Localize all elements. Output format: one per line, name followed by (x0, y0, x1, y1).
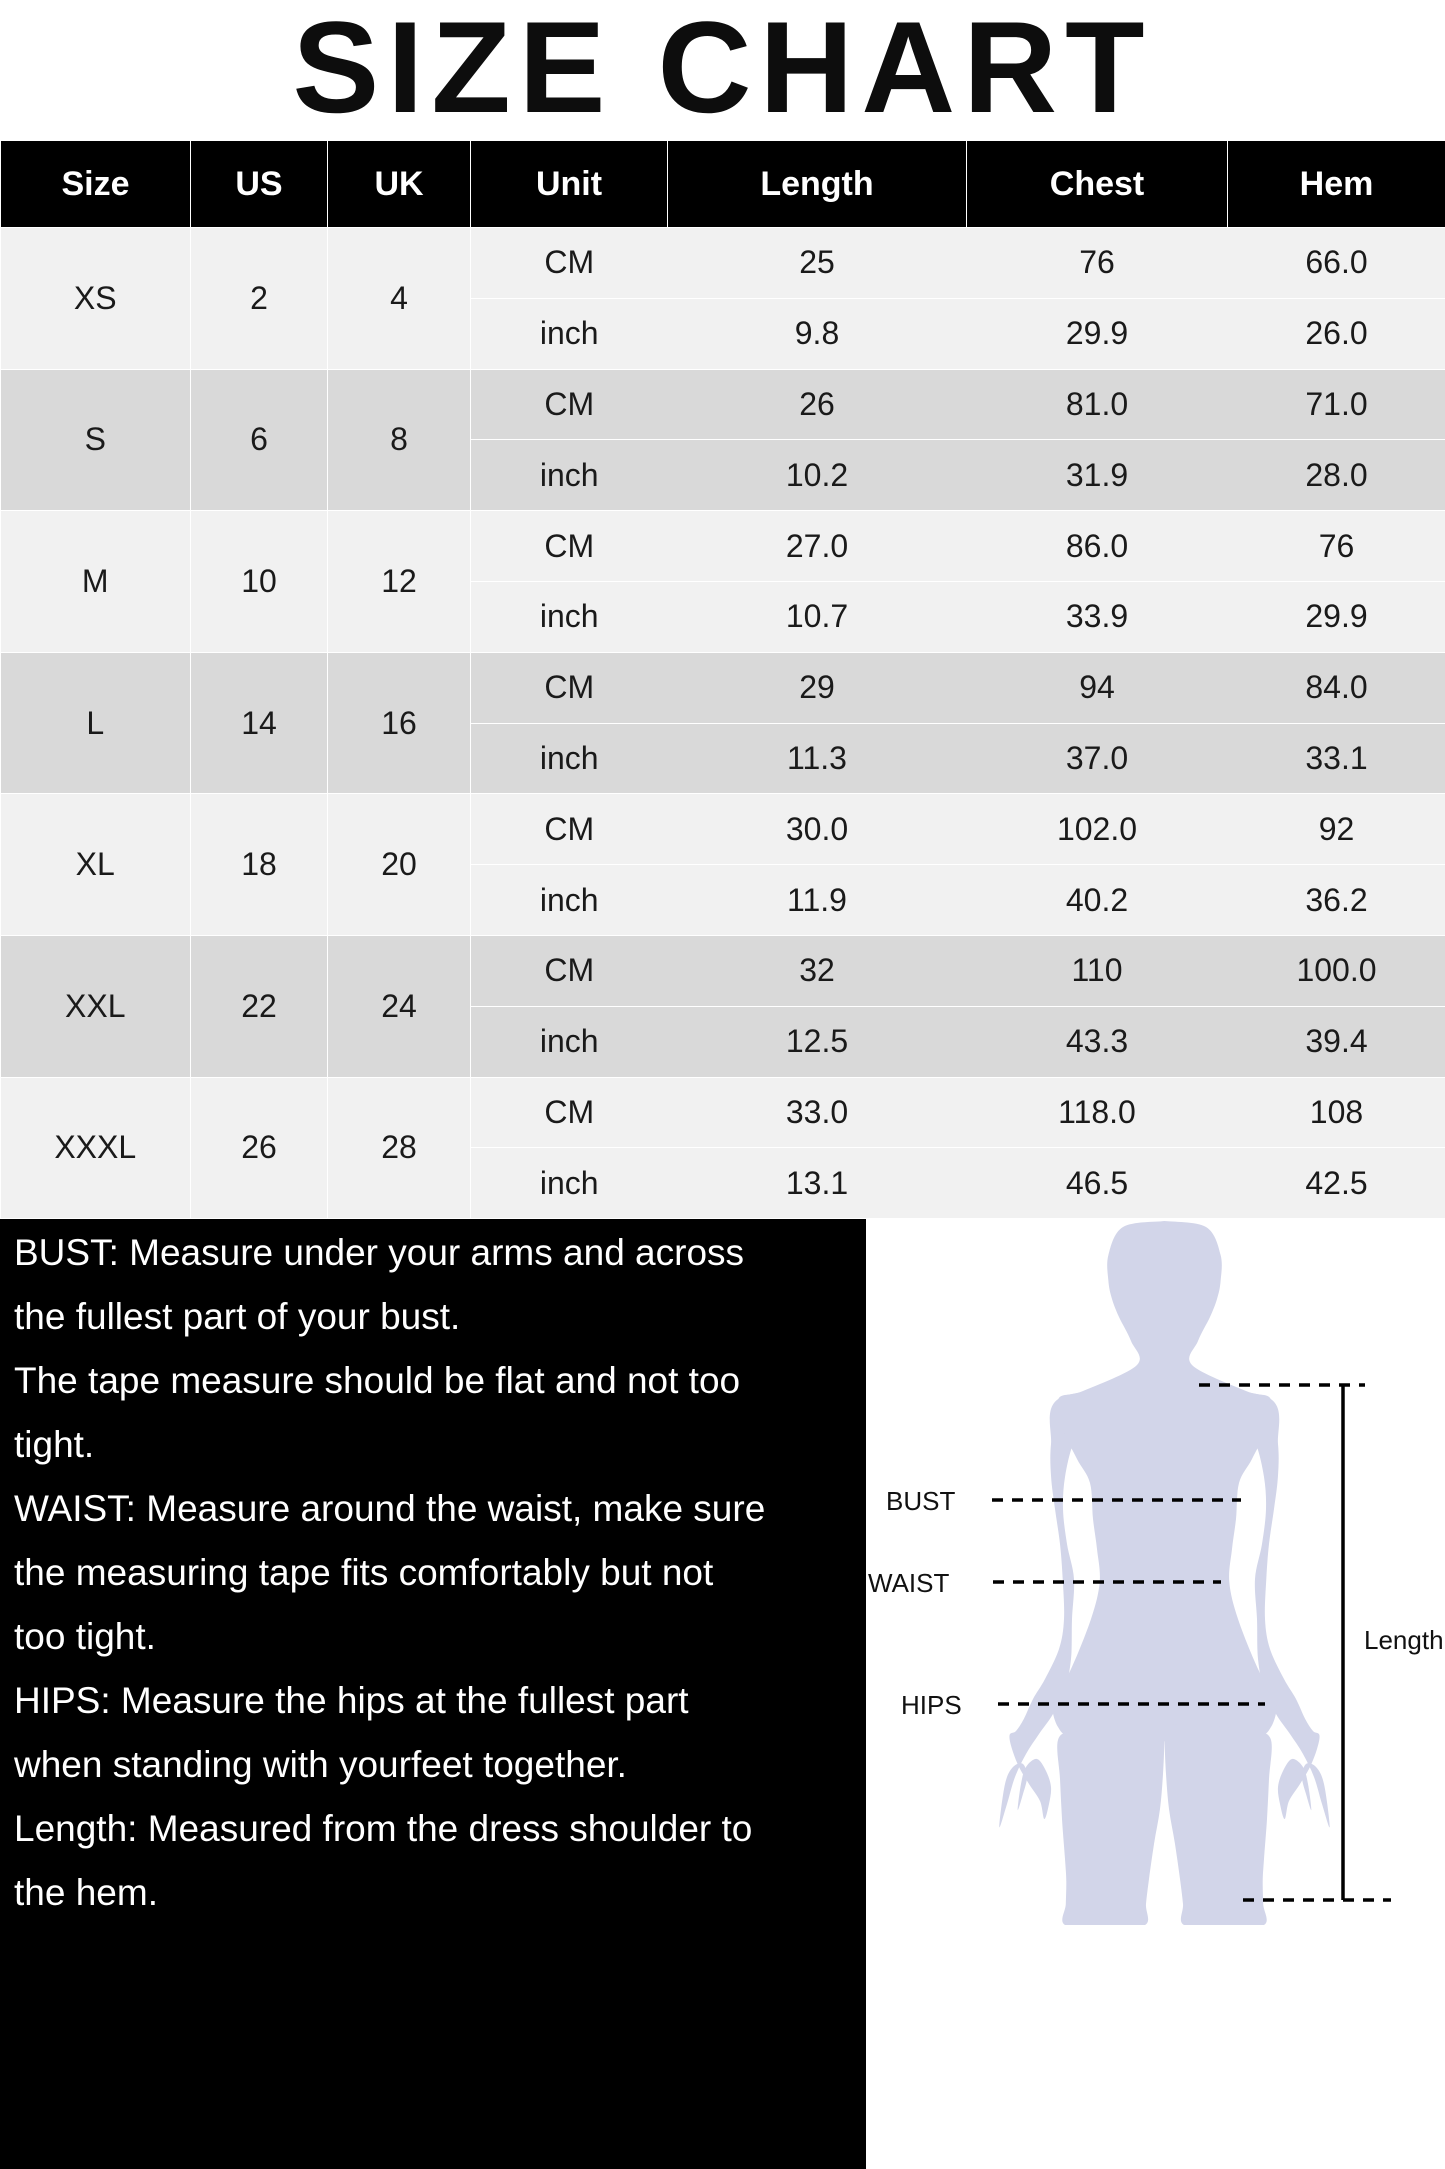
svg-text:Length: Length (1364, 1625, 1444, 1655)
svg-text:WAIST: WAIST (868, 1568, 949, 1598)
svg-text:HIPS: HIPS (901, 1690, 962, 1720)
svg-text:BUST: BUST (886, 1486, 955, 1516)
